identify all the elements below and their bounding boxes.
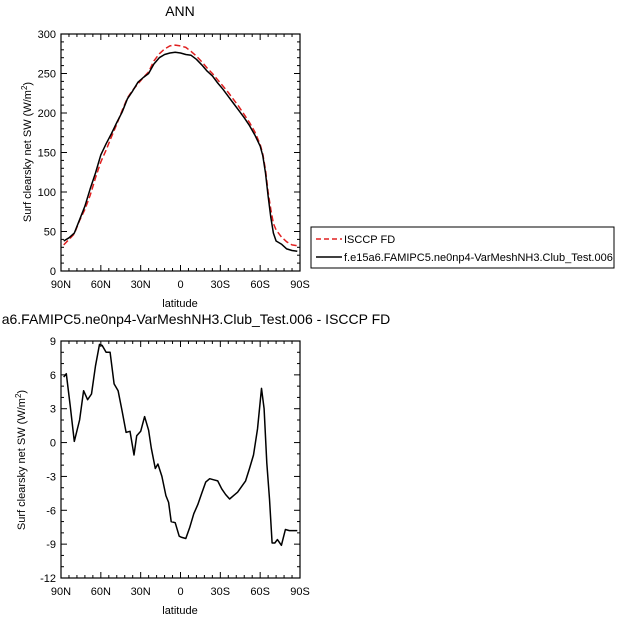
legend-label-isccp: ISCCP FD [344,234,395,246]
panel2-y-axis-label: Surf clearsky net SW (W/m2) [14,390,28,530]
panel2-x-tick-label: 60S [250,586,270,598]
panel1-y-tick-label: 300 [38,29,56,41]
panel1-x-tick-label: 30S [211,279,231,291]
panel1-x-tick-label: 90N [51,279,71,291]
panel2-x-tick-label: 30N [131,586,151,598]
panel1-series-line-1 [63,51,298,253]
panel2-y-tick-label: -6 [46,505,56,517]
panel1-marks: 90N 60N 30N 0 30S 60S 90S 0 50 100 150 200 250 300 [38,29,310,291]
panel2-title: a6.FAMIPC5.ne0np4-VarMeshNH3.Club_Test.0… [2,311,391,327]
panel2-x-axis-label: latitude [162,605,197,617]
panel1-series-line-0 [63,44,298,247]
panel1-y-tick-label: 0 [50,266,56,278]
panel2-y-tick-label: 3 [50,404,56,416]
panel2-x-tick-label: 0 [177,586,183,598]
legend-label-model: f.e15a6.FAMIPC5.ne0np4-VarMeshNH3.Club_T… [344,252,613,264]
panel1-x-axis-label: latitude [162,298,197,310]
panel2-x-tick-label: 30S [211,586,231,598]
panel2-y-tick-label: -3 [46,471,56,483]
panel2-marks: 90N 60N 30N 0 30S 60S 90S -12 -9 -6 -3 0 3 6 9 [40,336,310,598]
panel1-frame [60,33,301,272]
panel2-series-line-0 [63,343,298,547]
panel2-x-tick-label: 90S [290,586,310,598]
panel2-x-tick-label: 60N [91,586,111,598]
panel1-x-tick-label: 0 [177,279,183,291]
panel-annual-mean: ANN 90N 60N 30N 0 30S 60S 90S 0 50 100 150 200 250 30… [20,3,310,310]
panel1-y-tick-label: 100 [38,187,56,199]
panel2-x-tick-label: 90N [51,586,71,598]
panel1-y-tick-label: 150 [38,148,56,160]
panel2-frame [60,340,301,579]
panel1-x-tick-label: 60S [250,279,270,291]
panel2-y-tick-label: 9 [50,336,56,348]
panel1-y-tick-label: 50 [44,227,56,239]
panel2-y-tick-label: 6 [50,370,56,382]
panel1-y-tick-label: 200 [38,108,56,120]
panel2-y-tick-label: -9 [46,539,56,551]
legend-box [310,226,615,269]
panel2-y-tick-label: 0 [50,438,56,450]
panel1-x-tick-label: 60N [91,279,111,291]
panel1-y-axis-label: Surf clearsky net SW (W/m2) [20,82,34,222]
panel1-y-tick-label: 250 [38,69,56,81]
panel-difference: a6.FAMIPC5.ne0np4-VarMeshNH3.Club_Test.0… [2,311,391,617]
panel2-y-tick-label: -12 [40,573,56,585]
legend: ISCCP FD f.e15a6.FAMIPC5.ne0np4-VarMeshN… [310,226,615,269]
panel1-x-tick-label: 90S [290,279,310,291]
panel1-x-tick-label: 30N [131,279,151,291]
panel1-title: ANN [165,3,195,19]
